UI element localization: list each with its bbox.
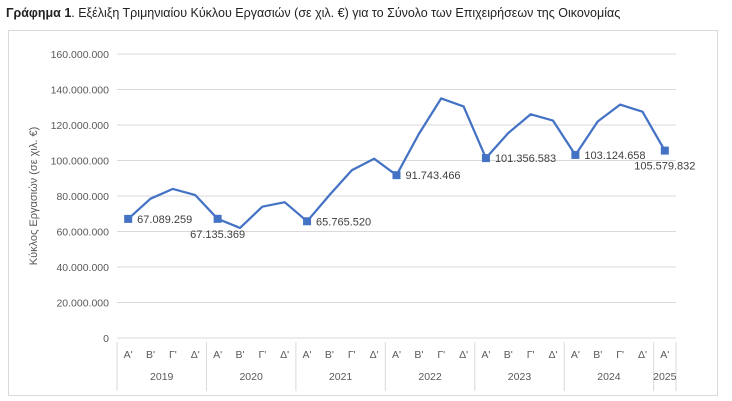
x-tick-quarter: Γ' xyxy=(527,349,535,361)
x-tick-quarter: Δ' xyxy=(638,349,647,361)
y-tick-label: 100.000.000 xyxy=(51,156,110,168)
x-tick-quarter: Α' xyxy=(303,349,312,361)
caption-bold: Γράφημα 1 xyxy=(6,6,72,20)
x-tick-quarter: Β' xyxy=(146,349,155,361)
y-tick-label: 60.000.000 xyxy=(56,227,109,239)
data-label: 91.743.466 xyxy=(406,170,461,182)
x-tick-year: 2024 xyxy=(597,371,621,383)
y-tick-label: 120.000.000 xyxy=(51,120,110,132)
chart-frame xyxy=(8,30,718,396)
x-tick-quarter: Α' xyxy=(392,349,401,361)
x-tick-quarter: Δ' xyxy=(459,349,468,361)
x-tick-quarter: Δ' xyxy=(191,349,200,361)
x-tick-year: 2023 xyxy=(508,371,532,383)
y-tick-label: 0 xyxy=(103,333,109,345)
data-point-marker xyxy=(213,214,222,223)
y-tick-label: 80.000.000 xyxy=(56,191,109,203)
figure-caption: Γράφημα 1. Εξέλιξη Τριμηνιαίου Κύκλου Ερ… xyxy=(6,6,620,20)
data-point-marker xyxy=(303,217,312,226)
x-tick-quarter: Β' xyxy=(593,349,602,361)
x-tick-quarter: Α' xyxy=(124,349,133,361)
y-axis-label: Κύκλος Εργασιών (σε χιλ. €) xyxy=(28,127,40,266)
data-label: 65.765.520 xyxy=(316,216,371,228)
x-tick-quarter: Δ' xyxy=(549,349,558,361)
data-point-marker xyxy=(481,154,490,163)
x-tick-quarter: Γ' xyxy=(169,349,177,361)
x-tick-quarter: Α' xyxy=(213,349,222,361)
x-tick-quarter: Β' xyxy=(504,349,513,361)
x-tick-quarter: Γ' xyxy=(616,349,624,361)
data-point-marker xyxy=(392,171,401,180)
y-tick-label: 140.000.000 xyxy=(51,85,110,97)
data-label: 67.135.369 xyxy=(190,229,245,241)
x-tick-quarter: Β' xyxy=(325,349,334,361)
data-point-marker xyxy=(571,150,580,159)
series-line xyxy=(127,97,666,230)
x-tick-quarter: Δ' xyxy=(280,349,289,361)
data-label: 103.124.658 xyxy=(584,150,645,162)
data-label: 67.089.259 xyxy=(137,214,192,226)
data-label: 101.356.583 xyxy=(495,153,556,165)
x-tick-year: 2022 xyxy=(418,371,442,383)
y-tick-label: 160.000.000 xyxy=(51,49,110,61)
x-tick-quarter: Β' xyxy=(414,349,423,361)
data-point-marker xyxy=(660,146,669,155)
data-point-marker xyxy=(124,214,133,223)
y-tick-label: 20.000.000 xyxy=(56,298,109,310)
x-tick-quarter: Γ' xyxy=(348,349,356,361)
x-tick-year: 2025 xyxy=(653,371,677,383)
y-tick-label: 40.000.000 xyxy=(56,262,109,274)
caption-text: . Εξέλιξη Τριμηνιαίου Κύκλου Εργασιών (σ… xyxy=(71,6,621,20)
x-tick-year: 2020 xyxy=(239,371,263,383)
data-label: 105.579.832 xyxy=(634,161,695,173)
x-tick-quarter: Α' xyxy=(481,349,490,361)
x-tick-quarter: Β' xyxy=(235,349,244,361)
x-tick-quarter: Δ' xyxy=(370,349,379,361)
x-tick-quarter: Α' xyxy=(571,349,580,361)
x-tick-year: 2021 xyxy=(329,371,353,383)
x-tick-quarter: Α' xyxy=(660,349,669,361)
x-tick-quarter: Γ' xyxy=(258,349,266,361)
x-tick-year: 2019 xyxy=(150,371,174,383)
x-tick-quarter: Γ' xyxy=(437,349,445,361)
